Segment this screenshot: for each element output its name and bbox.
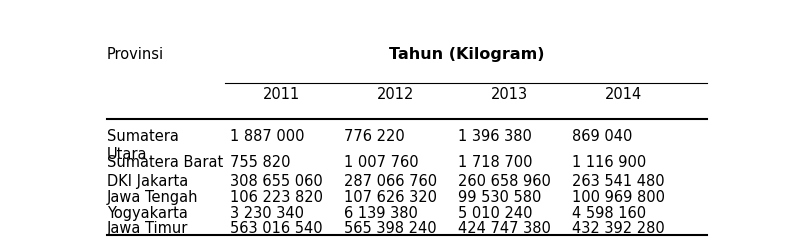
Text: 3 230 340: 3 230 340	[230, 206, 304, 221]
Text: Yogyakarta: Yogyakarta	[106, 206, 187, 221]
Text: 2011: 2011	[263, 86, 300, 102]
Text: 755 820: 755 820	[230, 155, 291, 170]
Text: 1 007 760: 1 007 760	[344, 155, 418, 170]
Text: 106 223 820: 106 223 820	[230, 190, 323, 205]
Text: Tahun (Kilogram): Tahun (Kilogram)	[388, 47, 544, 62]
Text: 263 541 480: 263 541 480	[572, 174, 665, 189]
Text: 424 747 380: 424 747 380	[458, 221, 551, 236]
Text: 432 392 280: 432 392 280	[572, 221, 665, 236]
Text: 2012: 2012	[377, 86, 414, 102]
Text: 869 040: 869 040	[572, 129, 632, 144]
Text: 565 398 240: 565 398 240	[344, 221, 437, 236]
Text: 1 718 700: 1 718 700	[458, 155, 533, 170]
Text: 107 626 320: 107 626 320	[344, 190, 437, 205]
Text: Provinsi: Provinsi	[106, 47, 164, 62]
Text: 1 396 380: 1 396 380	[458, 129, 532, 144]
Text: Jawa Timur: Jawa Timur	[106, 221, 188, 236]
Text: 99 530 580: 99 530 580	[458, 190, 542, 205]
Text: 6 139 380: 6 139 380	[344, 206, 418, 221]
Text: 260 658 960: 260 658 960	[458, 174, 551, 189]
Text: 100 969 800: 100 969 800	[572, 190, 665, 205]
Text: Jawa Tengah: Jawa Tengah	[106, 190, 198, 205]
Text: Sumatera Barat: Sumatera Barat	[106, 155, 223, 170]
Text: 2014: 2014	[604, 86, 642, 102]
Text: 563 016 540: 563 016 540	[230, 221, 323, 236]
Text: 1 116 900: 1 116 900	[572, 155, 646, 170]
Text: 2013: 2013	[491, 86, 528, 102]
Text: Sumatera
Utara: Sumatera Utara	[106, 129, 179, 162]
Text: DKI Jakarta: DKI Jakarta	[106, 174, 188, 189]
Text: 776 220: 776 220	[344, 129, 405, 144]
Text: 5 010 240: 5 010 240	[458, 206, 533, 221]
Text: 4 598 160: 4 598 160	[572, 206, 646, 221]
Text: 308 655 060: 308 655 060	[230, 174, 323, 189]
Text: 1 887 000: 1 887 000	[230, 129, 305, 144]
Text: 287 066 760: 287 066 760	[344, 174, 437, 189]
